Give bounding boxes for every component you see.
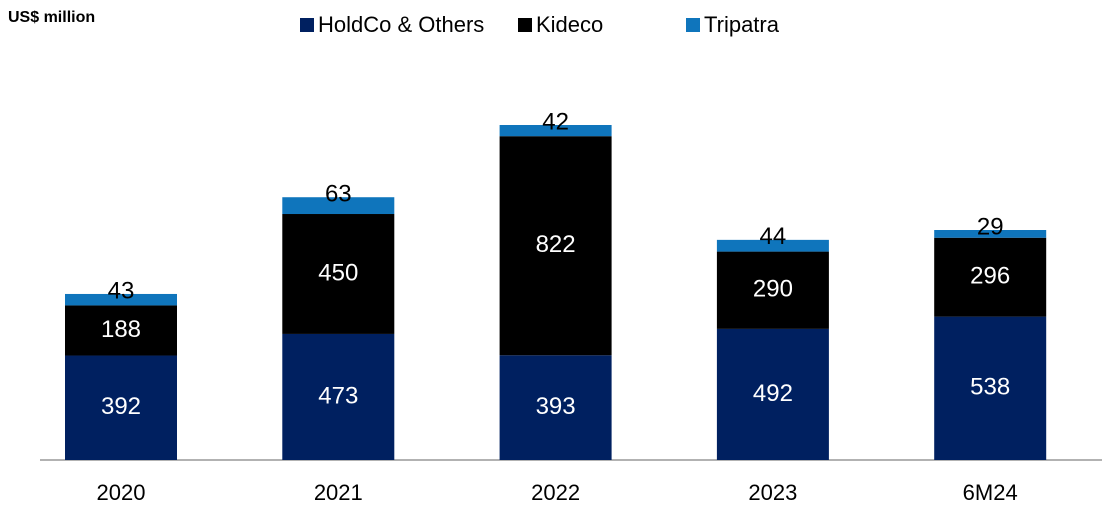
bar-segment — [65, 305, 177, 356]
data-label: 392 — [101, 393, 141, 420]
bar-segment — [934, 237, 1047, 317]
data-label: 538 — [970, 374, 1010, 401]
legend-swatch — [300, 18, 314, 32]
x-tick-label: 2023 — [748, 480, 797, 505]
bar-segment — [499, 136, 612, 356]
bar-segment — [282, 333, 395, 460]
bar-segment — [65, 293, 177, 306]
bar-segment — [716, 251, 829, 329]
legend-label: Kideco — [536, 12, 603, 37]
data-label: 290 — [753, 276, 793, 303]
unit-label: US$ million — [8, 9, 95, 26]
x-tick-label: 2020 — [97, 480, 146, 505]
bar-segment — [934, 316, 1047, 460]
legend-swatch — [686, 18, 700, 32]
data-label: 43 — [108, 277, 135, 304]
legend-swatch — [518, 18, 532, 32]
data-label: 492 — [753, 380, 793, 407]
data-label: 29 — [977, 213, 1004, 240]
data-label: 393 — [536, 393, 576, 420]
legend-label: HoldCo & Others — [318, 12, 484, 37]
data-label: 44 — [760, 223, 787, 250]
bar-segment — [934, 230, 1047, 238]
bar-segment — [499, 125, 612, 137]
legend-label: Tripatra — [704, 12, 780, 37]
bar-segment — [716, 328, 829, 460]
data-label: 188 — [101, 316, 141, 343]
bar-segment — [65, 355, 177, 460]
x-tick-label: 2022 — [531, 480, 580, 505]
bar-segment — [716, 239, 829, 252]
bar-segment — [282, 197, 395, 215]
data-label: 822 — [536, 231, 576, 258]
bar-segment — [282, 214, 395, 334]
x-tick-label: 6M24 — [963, 480, 1018, 505]
data-label: 450 — [318, 259, 358, 286]
x-tick-label: 2021 — [314, 480, 363, 505]
bar-segment — [499, 355, 612, 460]
data-label: 63 — [325, 181, 352, 208]
data-label: 296 — [970, 263, 1010, 290]
data-label: 42 — [542, 108, 569, 135]
data-label: 473 — [318, 382, 358, 409]
